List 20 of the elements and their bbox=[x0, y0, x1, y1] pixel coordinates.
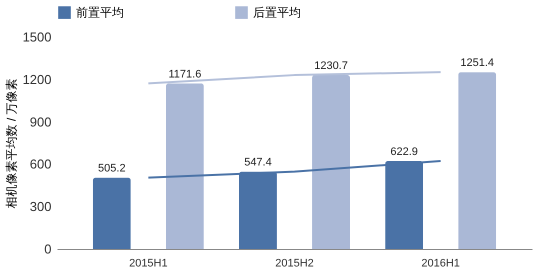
legend-label: 后置平均 bbox=[253, 6, 301, 20]
y-tick-label: 0 bbox=[44, 242, 52, 256]
x-tick-label: 2015H2 bbox=[275, 258, 314, 270]
y-tick-label: 1200 bbox=[22, 72, 52, 87]
y-axis-title: 相机像素平均数 / 万像素 bbox=[4, 78, 19, 209]
y-tick-label: 600 bbox=[30, 156, 52, 172]
y-tick-label: 900 bbox=[30, 114, 52, 130]
data-label: 1171.6 bbox=[168, 68, 202, 80]
legend-label: 前置平均 bbox=[76, 6, 124, 20]
data-label: 547.4 bbox=[244, 156, 272, 169]
data-label: 1251.4 bbox=[460, 57, 494, 70]
bar bbox=[92, 178, 131, 249]
x-tick-label: 2015H1 bbox=[129, 258, 168, 270]
y-tick-label: 1500 bbox=[22, 30, 52, 44]
bar bbox=[458, 72, 496, 249]
data-label: 505.2 bbox=[98, 162, 126, 175]
data-label: 622.9 bbox=[390, 146, 418, 158]
y-tick-label: 300 bbox=[30, 199, 52, 214]
x-tick-label: 2016H1 bbox=[421, 258, 460, 270]
data-label: 1230.7 bbox=[314, 60, 348, 72]
